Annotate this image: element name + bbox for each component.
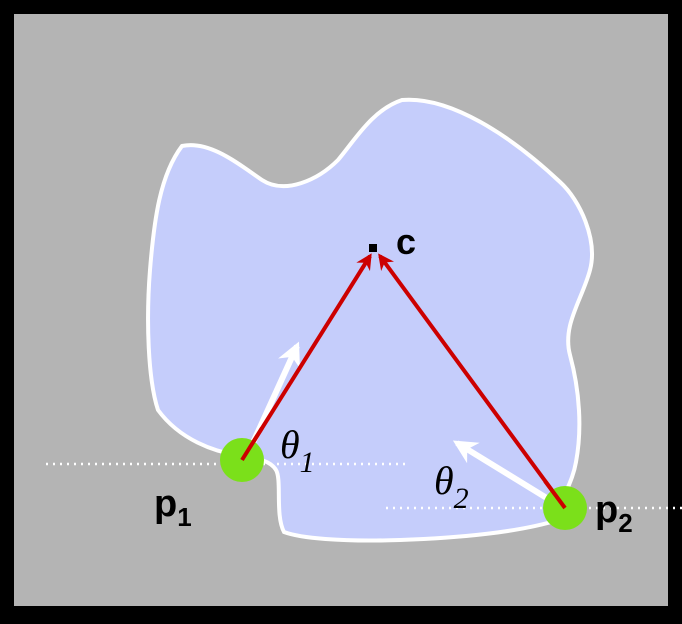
vector-p2-to-c (378, 253, 567, 510)
angle-label-theta1: θ1 (280, 422, 315, 479)
vector-p2-origin (543, 479, 567, 510)
normal-vector-p2 (452, 440, 565, 511)
angle-theta1-sub: 1 (300, 446, 315, 479)
point-label-p2-main: p (595, 489, 618, 531)
center-label: c (396, 221, 416, 262)
vector-p1-origin (240, 426, 264, 462)
angle-label-theta2: θ2 (434, 458, 469, 515)
point-label-p1-main: p (154, 483, 177, 525)
angle-theta2-symbol: θ (434, 458, 454, 503)
angle-theta1-symbol: θ (280, 422, 300, 467)
vector-p1-to-c (240, 253, 372, 462)
point-label-p2: p2 (595, 489, 633, 538)
angle-theta2-sub: 2 (454, 482, 469, 515)
point-label-p1-sub: 1 (177, 502, 191, 532)
point-label-p2-sub: 2 (618, 508, 632, 538)
center-marker (369, 244, 377, 252)
point-label-p1: p1 (154, 483, 192, 532)
